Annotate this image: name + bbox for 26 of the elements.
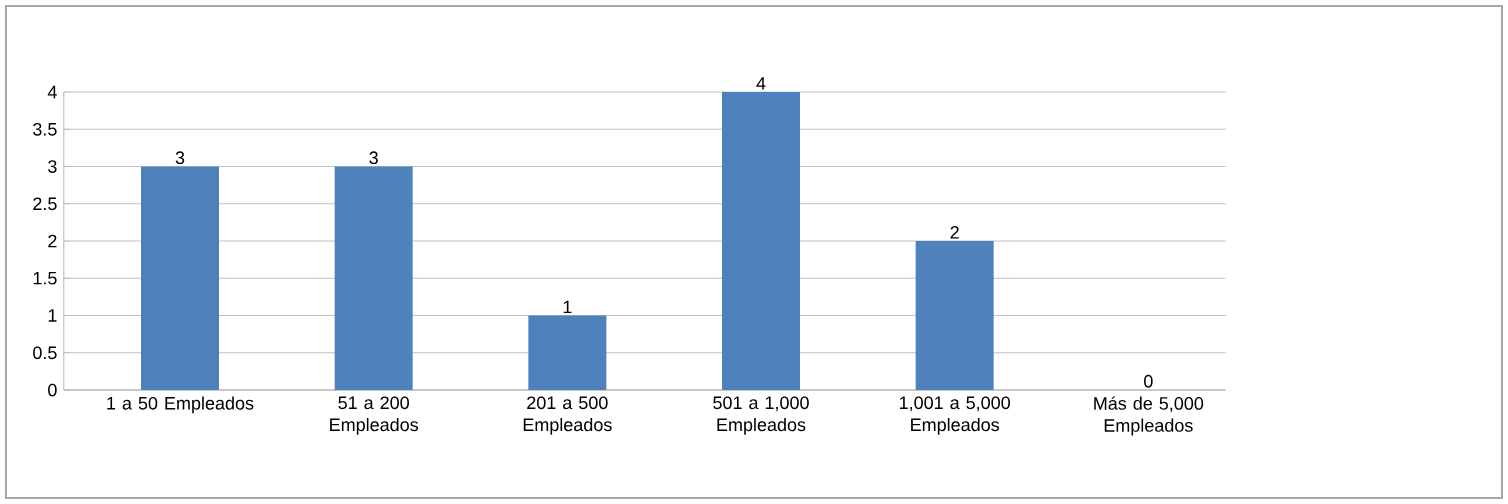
x-tick-label: Más de 5,000 Empleados bbox=[1094, 396, 1204, 436]
bar bbox=[334, 166, 413, 390]
bar bbox=[528, 315, 607, 390]
y-tick-label: 2.5 bbox=[33, 197, 57, 211]
x-tick-label: 1 a 50 Empleados bbox=[107, 396, 254, 414]
y-tick-label: 1 bbox=[48, 309, 57, 322]
y-tick-label: 0 bbox=[48, 383, 57, 397]
y-tick-label: 3 bbox=[48, 160, 57, 173]
y-tick-label: 2 bbox=[48, 234, 57, 248]
data-label: 3 bbox=[369, 151, 378, 165]
data-label: 2 bbox=[950, 226, 959, 239]
x-tick-label: 1,001 a 5,000 Empleados bbox=[899, 396, 1010, 435]
y-tick-label: 3.5 bbox=[33, 122, 57, 136]
data-label: 3 bbox=[175, 151, 185, 165]
bar bbox=[722, 92, 801, 390]
x-tick-label: 501 a 1,000 Empleados bbox=[713, 396, 809, 435]
data-label: 1 bbox=[563, 300, 572, 314]
data-label: 4 bbox=[756, 77, 766, 90]
y-tick-label: 0.5 bbox=[33, 346, 57, 360]
x-tick-label: 201 a 500 Empleados bbox=[523, 396, 612, 435]
bar bbox=[915, 241, 994, 390]
bar bbox=[141, 166, 219, 390]
data-label: 0 bbox=[1144, 374, 1153, 388]
y-tick-label: 4 bbox=[47, 85, 57, 99]
x-tick-label: 51 a 200 Empleados bbox=[330, 396, 419, 435]
y-tick-label: 1.5 bbox=[33, 271, 57, 285]
